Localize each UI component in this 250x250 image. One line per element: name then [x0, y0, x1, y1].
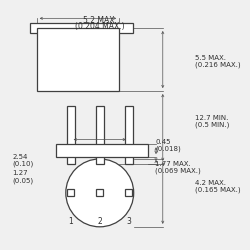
Text: (0.216 MAX.): (0.216 MAX.): [195, 62, 240, 68]
Bar: [30, 23, 133, 33]
Bar: [96, 190, 103, 196]
Text: 0.45: 0.45: [155, 140, 170, 145]
Bar: [96, 106, 104, 164]
Text: 5.5 MAX.: 5.5 MAX.: [195, 55, 226, 61]
Text: 12.7 MIN.: 12.7 MIN.: [195, 115, 228, 121]
Bar: [67, 190, 74, 196]
Text: 4.2 MAX.: 4.2 MAX.: [195, 180, 226, 186]
Bar: [126, 190, 132, 196]
Bar: [37, 28, 119, 91]
Bar: [67, 106, 74, 164]
Text: (0.018): (0.018): [155, 146, 181, 152]
Text: (0.5 MIN.): (0.5 MIN.): [195, 122, 229, 128]
Bar: [56, 144, 148, 157]
Text: (0.05): (0.05): [12, 177, 34, 184]
Text: 2: 2: [97, 218, 102, 226]
Text: 5.2 MAX.: 5.2 MAX.: [83, 16, 117, 26]
Circle shape: [66, 159, 134, 227]
Text: 1.27: 1.27: [12, 170, 28, 176]
Text: (0.069 MAX.): (0.069 MAX.): [155, 167, 201, 174]
Text: 3: 3: [126, 218, 131, 226]
Text: 1: 1: [68, 218, 73, 226]
Text: (0.10): (0.10): [12, 160, 34, 167]
Text: 2.54: 2.54: [12, 154, 28, 160]
Bar: [125, 106, 133, 164]
Text: (0.165 MAX.): (0.165 MAX.): [195, 187, 240, 193]
Text: 1.77 MAX.: 1.77 MAX.: [155, 161, 191, 167]
Text: (0.204 MAX.): (0.204 MAX.): [75, 22, 124, 31]
